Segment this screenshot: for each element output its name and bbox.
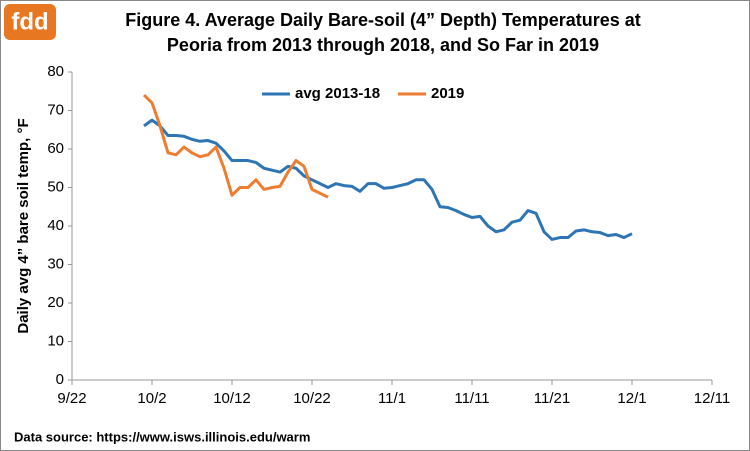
x-tick-label: 10/2 [137, 390, 166, 407]
legend-label: 2019 [431, 85, 464, 102]
legend-label: avg 2013-18 [295, 85, 380, 102]
y-tick-label: 30 [47, 255, 64, 272]
y-tick-label: 60 [47, 140, 64, 157]
y-tick-label: 70 [47, 101, 64, 118]
x-tick-label: 12/11 [694, 390, 730, 407]
series-line [142, 94, 329, 199]
y-axis-label: Daily avg 4” bare soil temp, °F [15, 118, 32, 333]
series-line [143, 118, 633, 241]
chart-title: Peoria from 2013 through 2018, and So Fa… [167, 35, 599, 55]
x-tick-label: 10/22 [293, 390, 331, 407]
x-tick-label: 11/1 [378, 390, 406, 407]
x-tick-label: 12/1 [617, 390, 646, 407]
y-tick-label: 0 [56, 371, 64, 388]
logo-box [4, 4, 56, 40]
x-tick-label: 11/21 [534, 390, 570, 407]
source-note: Data source: https://www.isws.illinois.e… [14, 429, 310, 444]
y-tick-label: 50 [47, 178, 64, 195]
chart-title: Figure 4. Average Daily Bare-soil (4” De… [125, 10, 641, 30]
y-tick-label: 20 [47, 294, 64, 311]
x-tick-label: 11/11 [454, 390, 489, 407]
logo: fdd [11, 8, 48, 35]
y-tick-label: 40 [47, 217, 64, 234]
y-tick-label: 80 [47, 63, 64, 80]
x-tick-label: 10/12 [213, 390, 251, 407]
y-tick-label: 10 [47, 332, 64, 349]
x-tick-label: 9/22 [57, 390, 86, 407]
